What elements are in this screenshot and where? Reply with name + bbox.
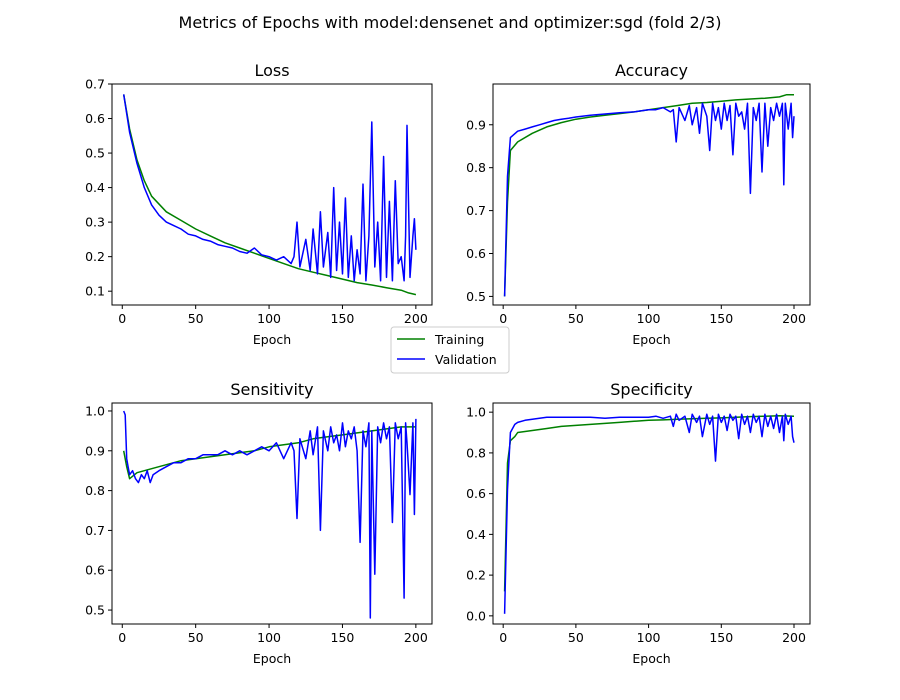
sensitivity-x-tick-label: 100	[257, 630, 281, 645]
specificity-x-tick-label: 0	[499, 630, 507, 645]
specificity-x-tick-label: 150	[709, 630, 733, 645]
accuracy-subplot-title: Accuracy	[615, 61, 688, 80]
loss-subplot-title: Loss	[254, 61, 289, 80]
accuracy-x-tick-label: 150	[709, 311, 733, 326]
sensitivity-x-tick-label: 200	[404, 630, 428, 645]
accuracy-y-tick-label: 0.5	[466, 289, 486, 304]
sensitivity-x-axis-label: Epoch	[253, 651, 291, 666]
sensitivity-x-tick-label: 150	[331, 630, 355, 645]
loss-y-tick-label: 0.2	[85, 249, 105, 264]
specificity-validation-line	[503, 413, 795, 614]
sensitivity-x-tick-label: 0	[118, 630, 126, 645]
accuracy-subplot: Accuracy Epoch 0 50 100 150 200 0.5 0.6 0.7 0.8 0…	[466, 61, 811, 347]
accuracy-validation-line	[503, 102, 795, 297]
specificity-y-tick-label: 0.0	[466, 608, 486, 623]
sensitivity-subplot: Sensitivity Epoch 0 50 100 150 200 0.5 0.6 0.7 0…	[85, 380, 433, 666]
sensitivity-y-tick-label: 0.7	[85, 523, 105, 538]
accuracy-axes-frame	[492, 83, 811, 306]
accuracy-y-tick-label: 0.8	[466, 160, 486, 175]
accuracy-x-tick-label: 200	[782, 311, 806, 326]
loss-subplot: Loss Epoch 0 50 100 150 200 0.1 0.2 0.3 0.4 0.5 0.…	[85, 61, 433, 347]
figure-title: Metrics of Epochs with model:densenet an…	[179, 13, 722, 32]
specificity-x-tick-label: 200	[782, 630, 806, 645]
legend-training-label: Training	[434, 332, 484, 347]
accuracy-y-tick-label: 0.6	[466, 246, 486, 261]
accuracy-y-tick-label: 0.7	[466, 203, 486, 218]
loss-y-tick-label: 0.7	[85, 77, 105, 92]
sensitivity-axes-frame	[111, 402, 433, 625]
loss-y-tick-label: 0.5	[85, 146, 105, 161]
sensitivity-subplot-title: Sensitivity	[230, 380, 313, 399]
accuracy-x-tick-label: 0	[499, 311, 507, 326]
specificity-x-tick-label: 100	[637, 630, 661, 645]
legend-validation-label: Validation	[435, 352, 497, 367]
sensitivity-validation-line	[122, 410, 417, 619]
accuracy-training-line	[503, 93, 794, 297]
specificity-y-tick-label: 0.8	[466, 445, 486, 460]
loss-x-tick-label: 0	[118, 311, 126, 326]
sensitivity-x-tick-label: 50	[188, 630, 204, 645]
specificity-x-tick-label: 50	[568, 630, 584, 645]
accuracy-x-tick-label: 50	[568, 311, 584, 326]
loss-x-tick-label: 100	[257, 311, 281, 326]
specificity-y-tick-label: 0.2	[466, 568, 486, 583]
loss-y-tick-label: 0.6	[85, 111, 105, 126]
loss-x-axis-label: Epoch	[253, 332, 291, 347]
specificity-y-tick-label: 0.6	[466, 486, 486, 501]
sensitivity-y-tick-label: 0.9	[85, 443, 105, 458]
specificity-axes-frame	[492, 402, 811, 625]
loss-x-tick-label: 50	[188, 311, 204, 326]
specificity-y-tick-label: 0.4	[466, 527, 486, 542]
specificity-training-line	[503, 415, 795, 592]
loss-training-line	[122, 94, 417, 296]
loss-y-tick-label: 0.3	[85, 215, 105, 230]
loss-x-tick-label: 200	[404, 311, 428, 326]
sensitivity-y-tick-label: 0.6	[85, 563, 105, 578]
specificity-y-tick-label: 1.0	[466, 405, 486, 420]
loss-validation-line	[122, 94, 417, 282]
accuracy-x-tick-label: 100	[637, 311, 661, 326]
loss-y-tick-label: 0.4	[85, 180, 105, 195]
loss-y-tick-label: 0.1	[85, 284, 105, 299]
specificity-x-axis-label: Epoch	[632, 651, 670, 666]
specificity-subplot-title: Specificity	[610, 380, 692, 399]
loss-axes-frame	[111, 83, 433, 306]
accuracy-y-tick-label: 0.9	[466, 117, 486, 132]
specificity-subplot: Specificity Epoch 0 50 100 150 200 0.0 0.2 0.4 0…	[466, 380, 811, 666]
accuracy-x-axis-label: Epoch	[632, 332, 670, 347]
loss-x-tick-label: 150	[331, 311, 355, 326]
sensitivity-y-tick-label: 1.0	[85, 403, 105, 418]
sensitivity-y-tick-label: 0.8	[85, 483, 105, 498]
sensitivity-training-line	[122, 426, 416, 480]
sensitivity-y-tick-label: 0.5	[85, 603, 105, 618]
legend: Training Validation	[390, 326, 510, 374]
